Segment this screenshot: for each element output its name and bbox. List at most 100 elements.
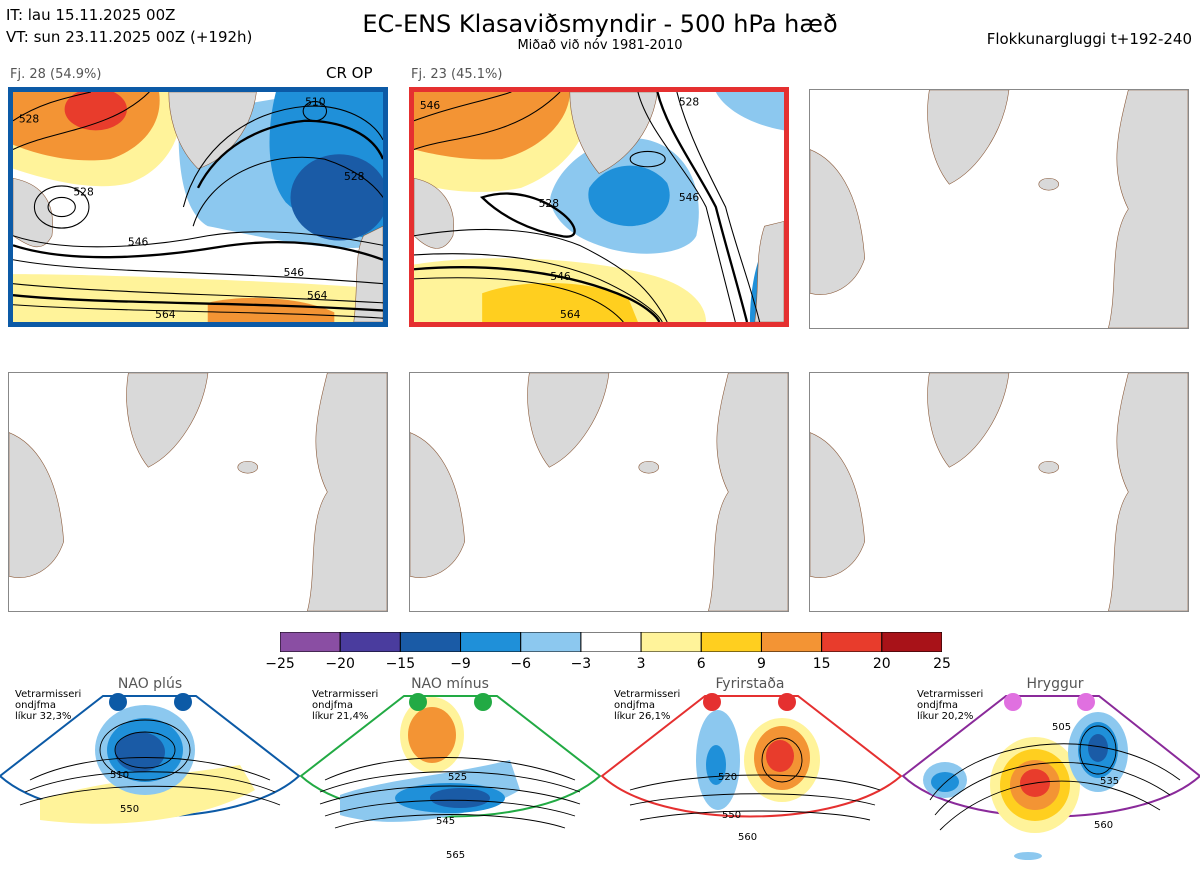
- land-mass-icon: [810, 90, 1188, 328]
- empty-map-3[interactable]: [809, 89, 1189, 329]
- regime-dot-icon: [174, 693, 192, 711]
- regime-4-note-l3: líkur 20,2%: [917, 711, 974, 722]
- colorbar-swatch: [580, 631, 642, 653]
- contour-labels: 528 510 528 528 546 546 564 564: [19, 95, 365, 321]
- contour-labels: 528 546 528 546 546 564: [420, 95, 700, 321]
- cluster-2-label: Fj. 23 (45.1%): [411, 67, 503, 82]
- regime-3-label-1: 520: [718, 772, 737, 783]
- contour-label-3: 528: [679, 95, 700, 108]
- contour-label-2: 546: [420, 99, 441, 112]
- regime-dot-icon: [1004, 693, 1022, 711]
- regime-2-note-l2: ondjfma: [312, 700, 353, 711]
- cluster-2-map[interactable]: 528 546 528 546 546 564: [409, 87, 789, 327]
- regime-4-label-1: 505: [1052, 722, 1071, 733]
- colorbar-tick-label: 25: [933, 656, 951, 672]
- colorbar-tick-label: −25: [265, 656, 295, 672]
- classification-window: Flokkunargluggi t+192-240: [986, 30, 1192, 48]
- regime-4-note: Vetrarmisseri ondjfma líkur 20,2%: [917, 689, 983, 722]
- regime-1-label-1: 510: [110, 770, 129, 781]
- regime-dot-icon: [778, 693, 796, 711]
- land-europe: [353, 225, 383, 322]
- colorbar-swatch: [821, 631, 883, 653]
- regime-dot-icon: [474, 693, 492, 711]
- regime-3-note-l1: Vetrarmisseri: [614, 689, 681, 700]
- cluster-1-label: Fj. 28 (54.9%): [10, 67, 102, 82]
- regime-4-title: Hryggur: [1026, 676, 1084, 692]
- colorbar-swatch: [279, 631, 341, 653]
- contour-label-2: 510: [305, 95, 326, 108]
- anomaly-south-mid: [482, 283, 638, 322]
- regime-1-label-2: 550: [120, 804, 139, 815]
- colorbar-tick-label: 6: [696, 656, 706, 672]
- anomaly-pos-strong: [64, 92, 127, 131]
- colorbar-tick-label: −20: [325, 656, 355, 672]
- height-contours: [13, 92, 383, 319]
- contour-label-7: 564: [307, 289, 328, 302]
- land-canada: [13, 177, 53, 247]
- regime-dot-icon: [703, 693, 721, 711]
- cluster-2-svg: 528 546 528 546 546 564: [414, 92, 784, 322]
- colorbar-swatch: [339, 631, 401, 653]
- regime-3-title: Fyrirstaða: [715, 676, 785, 692]
- regime-2-title: NAO mínus: [411, 676, 489, 692]
- regime-dot-icon: [109, 693, 127, 711]
- regime-4-note-l1: Vetrarmisseri: [917, 689, 984, 700]
- regime-3-note: Vetrarmisseri ondjfma líkur 26,1%: [614, 689, 680, 722]
- contour-label-4: 546: [679, 191, 700, 204]
- regime-4-label-3: 560: [1094, 820, 1113, 831]
- contour-label-1: 528: [19, 113, 40, 126]
- regime-2-label-3: 565: [446, 850, 465, 861]
- colorbar-tick-label: −15: [385, 656, 416, 672]
- colorbar-tick-label: 9: [756, 656, 766, 672]
- regime-4-note-l2: ondjfma: [917, 700, 958, 711]
- regime-3-note-l2: ondjfma: [614, 700, 655, 711]
- valid-time: VT: sun 23.11.2025 00Z (+192h): [6, 28, 253, 46]
- land-mass-icon: [410, 373, 788, 611]
- anomaly-neg-mid: [588, 165, 670, 227]
- land-mass-icon: [9, 373, 387, 611]
- colorbar-tick-label: −3: [570, 656, 592, 672]
- colorbar-swatch: [640, 631, 702, 653]
- colorbar-swatch: [760, 631, 823, 653]
- colorbar-swatch: [700, 631, 762, 653]
- cluster-1-tag: CR OP: [326, 64, 373, 82]
- regime-2-note: Vetrarmisseri ondjfma líkur 21,4%: [312, 689, 378, 722]
- regime-1-note-l3: líkur 32,3%: [15, 711, 72, 722]
- contour-label-8: 564: [155, 308, 176, 321]
- empty-map-4[interactable]: [8, 372, 388, 612]
- contour-label-5: 546: [128, 235, 149, 248]
- regime-3-label-2: 550: [722, 810, 741, 821]
- page-subtitle: Miðað við nóv 1981-2010: [517, 38, 683, 53]
- contour-label-3: 528: [73, 186, 94, 199]
- empty-map-6[interactable]: [809, 372, 1189, 612]
- colorbar-tick-label: 3: [636, 656, 646, 672]
- colorbar-swatch: [520, 631, 582, 653]
- colorbar-tick-label: 15: [812, 656, 831, 672]
- regime-2-label-1: 525: [448, 772, 467, 783]
- land-europe: [754, 221, 784, 322]
- anomaly-neg-ne: [715, 92, 784, 131]
- contour-label-5: 546: [550, 270, 571, 283]
- regime-2-note-l3: líkur 21,4%: [312, 711, 369, 722]
- colorbar-swatch: [399, 631, 462, 653]
- colorbar-tick-label: 20: [872, 656, 891, 672]
- land-greenland: [569, 92, 658, 174]
- regime-3-label-3: 560: [738, 832, 757, 843]
- cluster-1-map[interactable]: 528 510 528 528 546 546 564 564: [8, 87, 388, 327]
- regime-1-note-l1: Vetrarmisseri: [15, 689, 82, 700]
- header-info: IT: lau 15.11.2025 00Z VT: sun 23.11.202…: [6, 4, 252, 48]
- land-greenland: [168, 92, 257, 169]
- regime-ridge[interactable]: 505 535 560: [901, 693, 1200, 860]
- regime-blocking[interactable]: 520 550 560: [600, 693, 903, 843]
- regime-dot-icon: [409, 693, 427, 711]
- colorbar-tick-label: −9: [450, 656, 471, 672]
- colorbar: [279, 631, 943, 653]
- regime-1-title: NAO plús: [117, 676, 183, 692]
- regime-4-label-2: 535: [1100, 776, 1119, 787]
- regime-nao-plus[interactable]: 510 550: [0, 693, 301, 824]
- colorbar-swatch: [881, 631, 943, 653]
- empty-map-5[interactable]: [409, 372, 789, 612]
- regime-nao-minus[interactable]: 525 545 565: [299, 693, 602, 861]
- colorbar-tick-label: −6: [510, 656, 532, 672]
- colorbar-svg: [279, 631, 943, 653]
